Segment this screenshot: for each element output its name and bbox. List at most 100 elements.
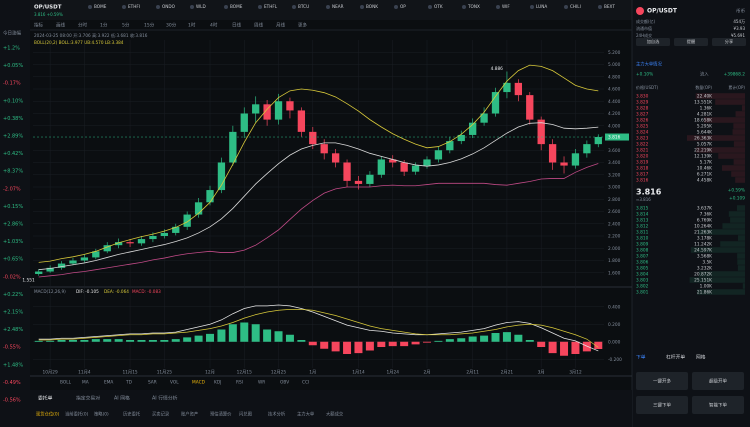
macd-bar xyxy=(148,340,157,342)
ticker-tab[interactable]: BTCU xyxy=(298,4,309,9)
ticker-tab[interactable]: ETHFI xyxy=(128,4,140,9)
book-price: 3.817 xyxy=(636,172,649,178)
ticker-tab[interactable]: TONX xyxy=(467,4,480,9)
book-last-price: 3.816 xyxy=(636,188,662,197)
trade-button-label[interactable]: 智能下单 xyxy=(709,402,727,409)
trade-button[interactable] xyxy=(692,396,744,414)
depth-bar xyxy=(730,217,745,223)
trade-button[interactable] xyxy=(636,396,688,414)
toolbar-item[interactable]: 4时 xyxy=(210,22,218,29)
ticker-tab[interactable]: BOME xyxy=(94,4,107,9)
ticker-tab[interactable]: NEAR xyxy=(332,4,344,9)
toolbar-item[interactable]: 月线 xyxy=(276,22,285,29)
toolbar-item[interactable]: 30分 xyxy=(166,22,177,29)
trade-button-label[interactable]: 三键下单 xyxy=(653,402,671,409)
bottom-subtab[interactable]: 技术分析 xyxy=(268,411,286,418)
depth-bar xyxy=(696,147,745,153)
panel-change: +0.10% xyxy=(636,72,653,78)
toolbar-item[interactable]: 更多 xyxy=(298,22,307,29)
bottom-subtab[interactable]: 买卖记录 xyxy=(152,411,170,418)
depth-bar xyxy=(695,93,745,99)
toolbar-item[interactable]: 1分 xyxy=(100,22,108,29)
toolbar-item[interactable]: 1时 xyxy=(188,22,196,29)
y-tick-label: 2.600 xyxy=(608,209,621,215)
indicator-tab[interactable]: VOL xyxy=(170,380,179,386)
indicator-tab[interactable]: WR xyxy=(258,380,265,386)
bottom-subtab[interactable]: 历史委托 xyxy=(123,411,141,418)
indicator-tab[interactable]: MACD xyxy=(192,380,206,386)
toolbar-item[interactable]: 分时 xyxy=(78,22,87,29)
indicator-tab[interactable]: BOLL xyxy=(60,380,72,386)
x-tick-label: 3月12 xyxy=(569,370,582,376)
toolbar-item[interactable]: 指标 xyxy=(34,22,43,29)
y-tick-label: 3.200 xyxy=(608,172,621,178)
candle-body xyxy=(366,174,374,184)
book-change: +0.59% xyxy=(728,188,745,194)
bottom-subtab[interactable]: 现货仓位(0) xyxy=(36,411,60,418)
indicator-tab[interactable]: EMA xyxy=(104,380,113,386)
indicator-tab[interactable]: CCI xyxy=(302,380,309,386)
book-qty: 4.281K xyxy=(697,112,712,118)
candle-body xyxy=(160,232,168,236)
stat-label: 流通市值 xyxy=(636,25,652,31)
trade-tab[interactable]: 网格 xyxy=(696,354,706,361)
indicator-tab[interactable]: SAR xyxy=(148,380,157,386)
bottom-subtab[interactable]: 大额成交 xyxy=(326,411,344,418)
ticker-tab[interactable]: BEXT xyxy=(604,4,615,9)
trade-button-label[interactable]: 一键开多 xyxy=(653,378,671,385)
ticker-tab[interactable]: LUNA xyxy=(536,4,547,9)
bottom-tab[interactable]: AI 网格 xyxy=(114,395,130,402)
macd-bar xyxy=(525,340,534,342)
trade-tab[interactable]: 下单 xyxy=(636,354,646,361)
panel-button[interactable] xyxy=(636,38,670,46)
bottom-subtab[interactable]: 主力大单 xyxy=(297,411,315,418)
bottom-tab[interactable]: 委托单 xyxy=(38,395,53,402)
book-price: 3.827 xyxy=(636,112,649,118)
book-qty: 22.40K xyxy=(697,94,712,100)
panel-button-label[interactable]: 提醒 xyxy=(687,38,696,45)
panel-button-label[interactable]: 分享 xyxy=(725,38,733,45)
book-price: 3.816 xyxy=(636,178,649,184)
candle-body xyxy=(537,119,545,145)
toolbar-item[interactable]: 周线 xyxy=(254,22,263,29)
bottom-subtab[interactable]: 预估清算价 xyxy=(210,411,232,418)
bottom-subtab[interactable]: 策略(0) xyxy=(94,411,109,418)
book-qty: 3.568K xyxy=(697,254,712,260)
ticker-tab[interactable]: WLD xyxy=(196,4,206,9)
bottom-tab[interactable]: 指定交易对 xyxy=(76,395,100,402)
panel-button[interactable] xyxy=(674,38,708,46)
depth-bar xyxy=(689,277,745,283)
indicator-tab[interactable]: RSI xyxy=(236,380,243,386)
toolbar-item[interactable]: 15分 xyxy=(144,22,155,29)
sidebar-change: -0.55% xyxy=(3,345,21,351)
indicator-tab[interactable]: MA xyxy=(82,380,89,386)
indicator-tab[interactable]: KDJ xyxy=(214,380,221,386)
toolbar-item[interactable]: 画线 xyxy=(56,22,65,29)
ticker-tab[interactable]: CHILI xyxy=(570,4,581,9)
bottom-tab[interactable]: AI 行情分析 xyxy=(152,395,178,402)
indicator-tab[interactable]: TD xyxy=(125,380,133,386)
boll-legend: BOLL(20,2) BOLL:3.977 UB:4.570 LB:3.384 xyxy=(34,40,124,45)
trade-button-label[interactable]: 超级开单 xyxy=(709,378,727,385)
book-qty: 25.151K xyxy=(694,278,712,284)
indicator-tab[interactable]: OBV xyxy=(280,380,289,386)
toolbar-item[interactable]: 5分 xyxy=(122,22,130,29)
trade-tab[interactable]: 杠杆开单 xyxy=(666,354,685,361)
ticker-tab[interactable]: OTK xyxy=(434,4,443,9)
ticker-tab[interactable]: ONDO xyxy=(162,4,176,9)
trade-button[interactable] xyxy=(636,372,688,390)
panel-button[interactable] xyxy=(712,38,746,46)
ticker-tab[interactable]: OP xyxy=(400,4,406,9)
toolbar-item[interactable]: 日线 xyxy=(232,22,241,29)
ticker-tab[interactable]: BONK xyxy=(366,4,378,9)
ticker-tab[interactable]: WIF xyxy=(502,4,510,9)
ticker-tab[interactable]: ETHFL xyxy=(264,4,278,9)
book-qty: 3.5K xyxy=(702,260,712,266)
bottom-subtab[interactable]: 账户资产 xyxy=(181,411,198,418)
panel-button-label[interactable]: 加自选 xyxy=(647,38,660,45)
bottom-subtab[interactable]: 当前委托(0) xyxy=(65,411,89,418)
candle-body xyxy=(172,226,180,233)
bottom-subtab[interactable]: 闪兑图 xyxy=(239,411,252,418)
ticker-tab[interactable]: BOME xyxy=(230,4,243,9)
trade-button[interactable] xyxy=(692,372,744,390)
